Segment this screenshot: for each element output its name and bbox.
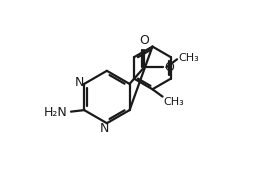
Text: CH₃: CH₃ (178, 54, 199, 63)
Text: O: O (164, 61, 174, 74)
Text: CH₃: CH₃ (164, 97, 184, 107)
Text: O: O (139, 34, 149, 47)
Text: H₂N: H₂N (44, 106, 68, 119)
Text: N: N (75, 76, 85, 89)
Text: N: N (100, 122, 110, 135)
